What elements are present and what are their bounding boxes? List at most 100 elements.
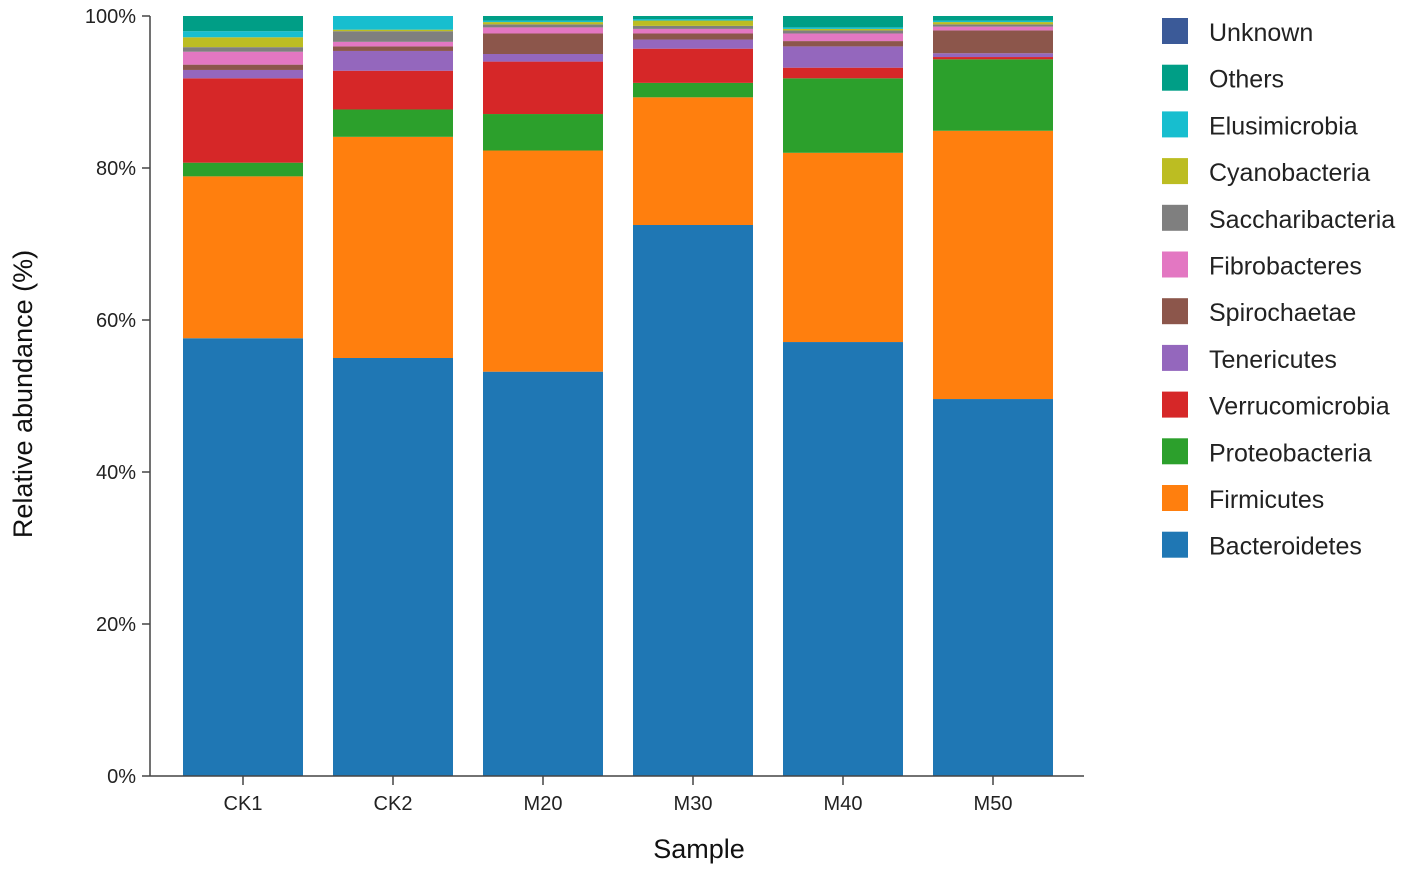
bar-segment-m30-verrucomicrobia: [633, 48, 753, 83]
bar-segment-m20-cyanobacteria: [483, 22, 603, 25]
bar-stack-m40: [783, 16, 903, 776]
bar-segment-ck2-proteobacteria: [333, 109, 453, 137]
bar-segment-m20-others: [483, 16, 603, 21]
x-tick-label-m30: M30: [674, 793, 713, 815]
bar-stack-m30: [633, 16, 753, 776]
bar-segment-m50-tenericutes: [933, 53, 1053, 58]
bar-segment-ck1-elusimicrobia: [183, 31, 303, 38]
legend-swatch: [1162, 158, 1188, 185]
legend-swatch: [1162, 64, 1188, 91]
bar-segment-ck1-tenericutes: [183, 69, 303, 79]
axes-layer: 0% 20% 40% 60% 80% 100% CK1 CK2 M20 M30 M40 M50: [85, 6, 1084, 815]
legend-label: Spirochaetae: [1209, 299, 1356, 327]
bar-segment-m30-spirochaetae: [633, 33, 753, 40]
legend-label: Unknown: [1209, 19, 1313, 47]
bar-segment-m40-fibrobacteres: [783, 33, 903, 42]
bar-segment-m50-saccharibacteria: [933, 24, 1053, 27]
legend-item-cyanobacteria: Cyanobacteria: [1162, 158, 1370, 187]
bar-segment-m30-fibrobacteres: [633, 28, 753, 34]
bar-stack-ck1: [183, 16, 303, 776]
bar-segment-ck2-saccharibacteria: [333, 31, 453, 42]
bar-segment-m40-saccharibacteria: [783, 30, 903, 34]
legend-swatch: [1162, 18, 1188, 44]
bar-stack-m20: [483, 16, 603, 776]
legend-item-verrucomicrobia: Verrucomicrobia: [1162, 391, 1390, 421]
bar-segment-m50-elusimicrobia: [933, 20, 1053, 23]
bar-segment-ck2-elusimicrobia: [333, 16, 453, 30]
bar-segment-m20-fibrobacteres: [483, 27, 603, 34]
bar-segment-m20-saccharibacteria: [483, 24, 603, 28]
legend: Unknown Others Elusimicrobia Cyanobacteria S…: [1162, 18, 1395, 561]
legend-item-tenericutes: Tenericutes: [1162, 344, 1337, 374]
x-tick-label-m20: M20: [524, 793, 563, 815]
bar-segment-ck1-spirochaetae: [183, 64, 303, 70]
bar-segment-m30-saccharibacteria: [633, 25, 753, 29]
bar-segment-m30-cyanobacteria: [633, 20, 753, 26]
legend-item-others: Others: [1162, 64, 1284, 94]
bar-segment-ck1-proteobacteria: [183, 162, 303, 177]
bar-segment-ck1-verrucomicrobia: [183, 78, 303, 163]
legend-swatch: [1162, 204, 1188, 231]
legend-item-bacteroidetes: Bacteroidetes: [1162, 531, 1362, 561]
x-tick-label-m50: M50: [974, 793, 1013, 815]
bar-segment-ck1-bacteroidetes: [183, 338, 303, 776]
bar-segment-m40-bacteroidetes: [783, 342, 903, 776]
legend-label: Firmicutes: [1209, 486, 1324, 514]
legend-label: Bacteroidetes: [1209, 533, 1362, 561]
bar-segment-m40-firmicutes: [783, 152, 903, 343]
bar-stack-m50: [933, 16, 1053, 776]
legend-swatch: [1162, 251, 1188, 278]
legend-item-proteobacteria: Proteobacteria: [1162, 438, 1372, 467]
bar-segment-m20-firmicutes: [483, 150, 603, 372]
y-tick-label: 40%: [96, 462, 136, 484]
legend-item-elusimicrobia: Elusimicrobia: [1162, 111, 1358, 140]
bars-layer: [183, 16, 1053, 776]
y-tick-label: 0%: [107, 766, 136, 788]
bar-segment-ck2-firmicutes: [333, 136, 453, 358]
legend-swatch: [1162, 531, 1188, 558]
bar-segment-ck2-spirochaetae: [333, 46, 453, 51]
bar-stack-ck2: [333, 16, 453, 776]
legend-label: Saccharibacteria: [1209, 206, 1395, 234]
y-tick-label: 80%: [96, 158, 136, 180]
bar-segment-m40-elusimicrobia: [783, 27, 903, 29]
bar-segment-ck1-firmicutes: [183, 176, 303, 339]
bar-segment-m50-verrucomicrobia: [933, 57, 1053, 60]
bar-segment-m50-cyanobacteria: [933, 22, 1053, 25]
x-axis-title: Sample: [653, 834, 745, 864]
legend-swatch: [1162, 438, 1188, 465]
bar-segment-m20-proteobacteria: [483, 114, 603, 151]
x-tick-label-m40: M40: [824, 793, 863, 815]
legend-item-saccharibacteria: Saccharibacteria: [1162, 204, 1395, 234]
bar-segment-ck2-verrucomicrobia: [333, 70, 453, 110]
bar-segment-m30-proteobacteria: [633, 82, 753, 98]
legend-label: Others: [1209, 66, 1284, 94]
bar-segment-m30-tenericutes: [633, 39, 753, 49]
legend-item-unknown: Unknown: [1162, 18, 1313, 47]
bar-segment-m40-spirochaetae: [783, 41, 903, 47]
bar-segment-m50-fibrobacteres: [933, 26, 1053, 31]
legend-item-spirochaetae: Spirochaetae: [1162, 298, 1356, 327]
y-tick-label: 60%: [96, 310, 136, 332]
bar-segment-m30-bacteroidetes: [633, 225, 753, 776]
bar-segment-ck2-bacteroidetes: [333, 358, 453, 776]
legend-label: Elusimicrobia: [1209, 112, 1358, 140]
legend-swatch: [1162, 391, 1188, 418]
legend-item-firmicutes: Firmicutes: [1162, 485, 1324, 514]
bar-segment-m20-elusimicrobia: [483, 20, 603, 23]
bar-segment-m20-tenericutes: [483, 54, 603, 62]
bar-segment-ck1-others: [183, 16, 303, 32]
bar-segment-m50-bacteroidetes: [933, 399, 1053, 776]
bar-segment-m20-spirochaetae: [483, 33, 603, 54]
legend-swatch: [1162, 111, 1188, 138]
bar-segment-m50-spirochaetae: [933, 30, 1053, 54]
bar-segment-m30-others: [633, 16, 753, 20]
bar-segment-m40-verrucomicrobia: [783, 67, 903, 79]
bar-segment-m30-elusimicrobia: [633, 19, 753, 21]
legend-label: Cyanobacteria: [1209, 159, 1370, 187]
bar-segment-ck1-fibrobacteres: [183, 51, 303, 65]
legend-label: Proteobacteria: [1209, 439, 1372, 467]
x-tick-label-ck1: CK1: [224, 793, 263, 815]
bar-segment-ck2-tenericutes: [333, 50, 453, 71]
